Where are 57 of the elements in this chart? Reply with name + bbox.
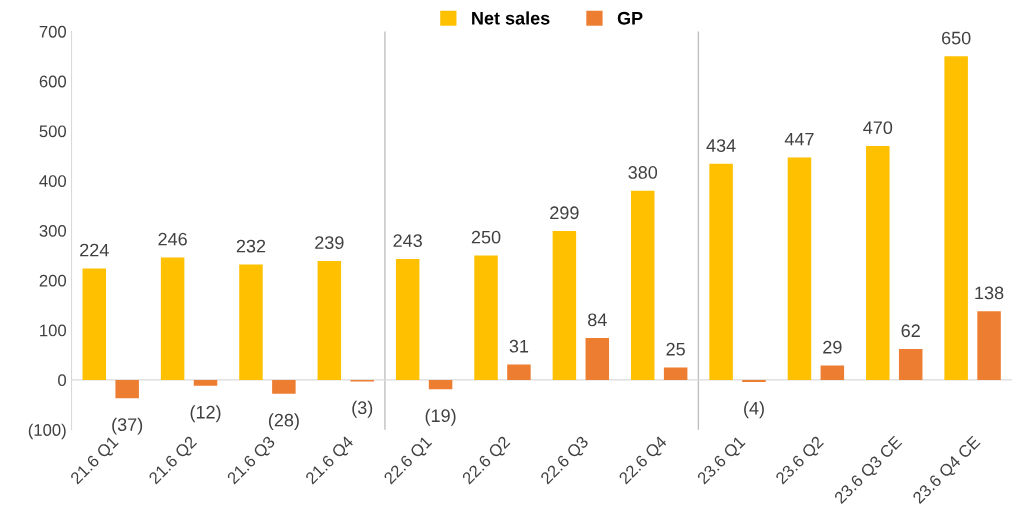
bar: [395, 258, 420, 380]
data-label: (28): [268, 413, 299, 431]
bar: [193, 379, 218, 386]
bar: [507, 364, 531, 380]
y-tick-label: 400: [39, 175, 67, 187]
y-tick-label: 200: [39, 274, 67, 287]
data-label: 84: [588, 313, 607, 327]
data-label: 29: [823, 340, 842, 354]
data-label: 62: [901, 324, 920, 338]
bar: [898, 349, 923, 380]
bar: [239, 264, 263, 380]
data-label: 250: [471, 230, 501, 244]
bar: [160, 257, 185, 380]
bar: [272, 379, 296, 394]
y-tick-label: 100: [40, 324, 67, 337]
bar: [820, 365, 845, 380]
bar: [630, 190, 655, 380]
data-label: 650: [942, 31, 971, 45]
data-label: 470: [863, 121, 893, 135]
bar: [944, 56, 968, 380]
bar: [474, 255, 498, 380]
bar: [787, 157, 812, 380]
bar: [977, 311, 1001, 380]
data-label: 232: [236, 239, 266, 253]
y-tick-label: 700: [39, 25, 67, 38]
data-label: (3): [352, 400, 373, 418]
data-label: 243: [393, 234, 422, 248]
bar: [115, 379, 139, 399]
data-label: 299: [550, 206, 579, 220]
data-label: 246: [158, 232, 187, 246]
data-label: 447: [784, 132, 814, 146]
data-label: 138: [975, 286, 1004, 300]
data-label: (37): [112, 417, 143, 435]
bar: [866, 145, 890, 380]
data-label: 380: [628, 166, 658, 179]
bar: [317, 260, 342, 380]
data-label: (12): [190, 405, 221, 423]
y-tick-label: 500: [39, 125, 67, 138]
bar: [552, 231, 577, 380]
bar: [428, 379, 453, 390]
bar: [709, 163, 733, 380]
y-tick-label: 600: [39, 75, 67, 88]
data-label: 25: [666, 342, 685, 356]
data-label: (4): [744, 401, 764, 419]
legend-label: Net sales: [472, 11, 550, 25]
y-tick-label: 300: [39, 224, 67, 237]
y-tick-label: (100): [28, 423, 66, 440]
bar: [663, 367, 688, 380]
bar: [82, 268, 107, 380]
y-tick-label: 0: [58, 374, 67, 387]
bar: [585, 338, 610, 380]
data-label: 239: [315, 236, 344, 250]
data-label: (19): [425, 408, 456, 426]
legend-label: GP: [617, 11, 643, 25]
data-label: 434: [706, 139, 736, 152]
data-label: 31: [509, 339, 529, 353]
data-label: 224: [80, 243, 109, 257]
